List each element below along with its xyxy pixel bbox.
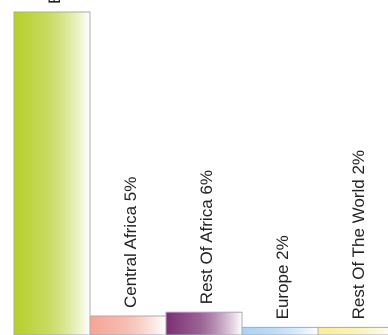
data-label-central-africa: Central Africa 5% <box>121 177 140 308</box>
bar-europe <box>241 326 319 335</box>
bar-east-africa <box>13 11 91 335</box>
bar-central-africa <box>89 315 167 335</box>
data-label-europe: Europe 2% <box>273 235 292 319</box>
bar-rest-of-the-world <box>317 326 388 335</box>
bar-rest-of-africa <box>165 311 243 335</box>
data-label-rest-of-the-world: Rest Of The World 2% <box>349 150 368 319</box>
data-label-east-africa: East Africa 85% <box>45 0 64 4</box>
data-label-rest-of-africa: Rest Of Africa 6% <box>197 170 216 304</box>
